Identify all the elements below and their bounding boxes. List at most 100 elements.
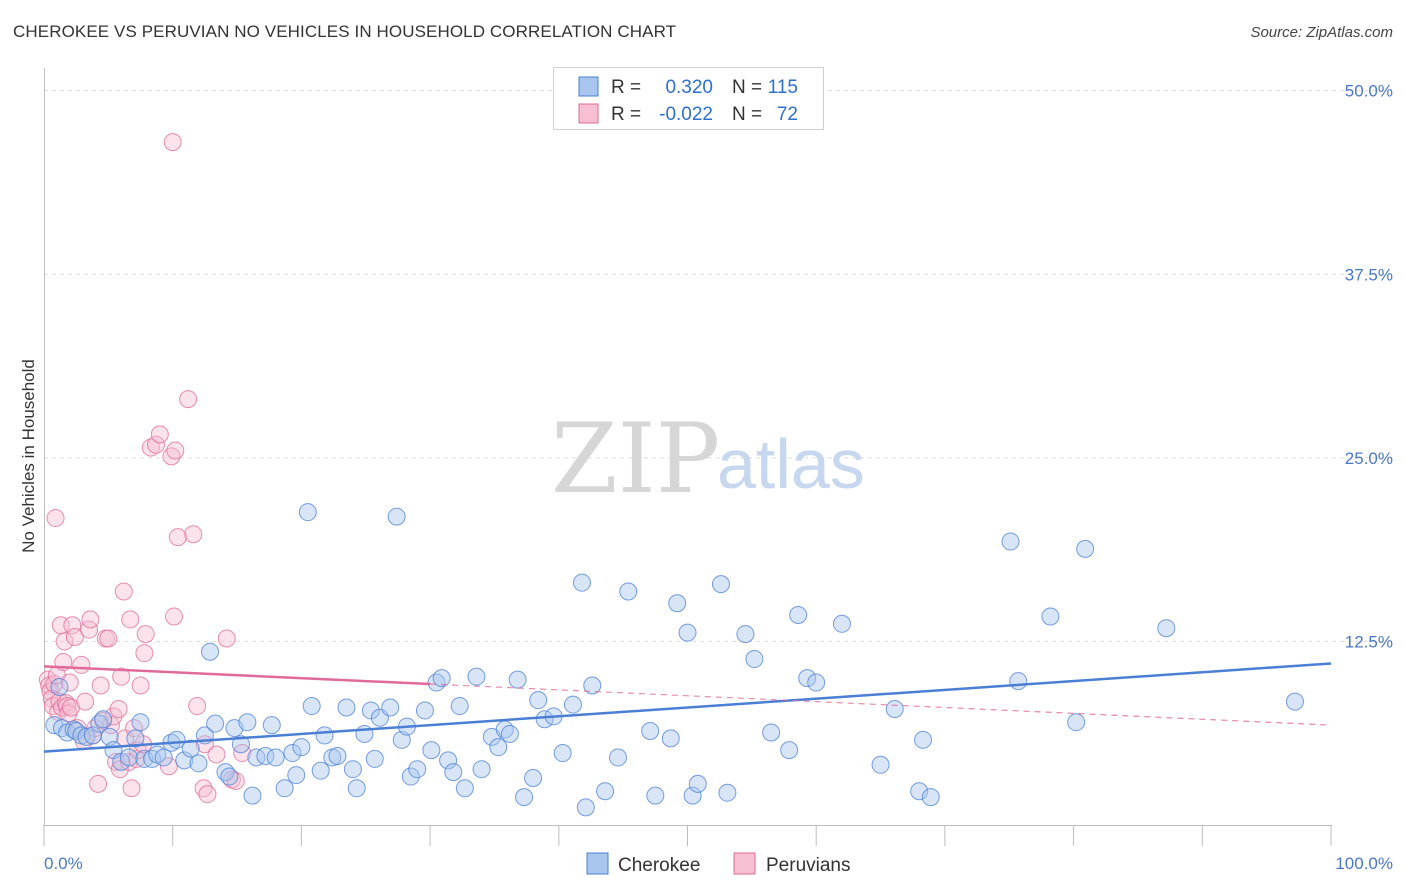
stats-legend: R = 0.320 N = 115 R = -0.022 N = 72 [553,67,824,130]
peruvians-point [121,610,140,629]
legend-r-value-cherokee: 0.320 [665,77,713,98]
cherokee-point [408,760,427,779]
cherokee-point [392,730,411,749]
cherokee-point [238,713,257,732]
cherokee-point [1001,532,1020,551]
series-legend-cherokee-swatch [586,852,609,875]
cherokee-point [798,669,817,688]
peruvians-point [72,655,91,674]
cherokee-point [311,761,330,780]
cherokee-point [365,749,384,768]
cherokee-point [529,691,548,710]
legend-peruvians-swatch [578,103,599,124]
cherokee-point [609,748,628,767]
trend-lines [43,662,1332,753]
cherokee-point [181,739,200,758]
cherokee-point [361,701,380,720]
watermark-zip: ZIP [551,403,720,515]
cherokee-point [885,699,904,718]
cherokee-point [1041,607,1060,626]
cherokee-point [553,744,572,763]
x-axis-ticks [43,825,1332,846]
y-tick-labels: 12.5% 25.0% 37.5% 50.0% [1345,82,1393,652]
cherokee-point [231,735,250,754]
cherokee-point [910,782,929,801]
cherokee-points [45,503,1304,817]
cherokee-point [596,782,615,801]
grid-lines [44,90,1393,642]
cherokee-point [619,582,638,601]
cherokee-point [243,786,262,805]
cherokee-point [343,760,362,779]
cherokee-point [119,748,138,767]
cherokee-point [131,713,150,732]
cherokee-point [444,763,463,782]
cherokee-point [871,755,890,774]
cherokee-point [206,714,225,733]
peruvians-point [99,629,118,648]
peruvians-trend-line [43,665,431,686]
cherokee-point [678,623,697,642]
peruvians-point [168,528,187,547]
peruvians-point [60,673,79,692]
cherokee-point [683,786,702,805]
peruvians-point [207,745,226,764]
peruvians-point [166,441,185,460]
y-tick-label: 25.0% [1345,449,1393,468]
legend-n-label: N = [732,77,762,98]
peruvians-point [164,607,183,626]
cherokee-point [718,783,737,802]
cherokee-trend-line [43,662,1332,753]
cherokee-point [472,760,491,779]
legend-r-value-peruvians: -0.022 [659,104,713,125]
cherokee-point [450,697,469,716]
cherokee-point [688,774,707,793]
peruvians-point [65,628,84,647]
cherokee-point [292,738,311,757]
cherokee-point [189,754,208,773]
cherokee-point [337,698,356,717]
peruvians-point [159,757,178,776]
cherokee-point [167,730,186,749]
y-tick-label: 37.5% [1345,265,1393,284]
cherokee-point [1285,692,1304,711]
cherokee-point [576,798,595,817]
y-axis-label: No Vehicles in Household [19,359,38,553]
cherokee-point [315,726,334,745]
x-tick-labels: 0.0% 100.0% [44,854,1393,873]
series-legend: Cherokee Peruvians [586,852,851,876]
chart-title: CHEROKEE VS PERUVIAN NO VEHICLES IN HOUS… [13,22,677,41]
peruvians-point [217,629,236,648]
peruvians-point [76,692,95,711]
cherokee-point [736,625,755,644]
cherokee-point [275,779,294,798]
cherokee-point [745,650,764,669]
cherokee-point [914,730,933,749]
peruvians-point [136,625,155,644]
peruvians-point [89,774,108,793]
peruvians-point [63,616,82,635]
cherokee-point [387,507,406,526]
cherokee-point [780,741,799,760]
cherokee-point [583,676,602,695]
peruvians-point [179,390,198,409]
peruvians-point [141,438,160,457]
peruvians-point [198,785,217,804]
cherokee-point [641,722,660,741]
peruvians-point [81,610,100,629]
cherokee-point [50,677,69,696]
series-legend-peruvians-swatch [733,852,756,875]
series-legend-cherokee-label: Cherokee [618,855,700,876]
cherokee-point [298,503,317,522]
cherokee-point [563,695,582,714]
cherokee-point [646,786,665,805]
peruvians-point [122,779,141,798]
peruvians-point [146,435,165,454]
peruvians-point [135,644,154,663]
cherokee-point [262,716,281,735]
cherokee-point [500,724,519,743]
cherokee-point [832,614,851,633]
cherokee-point [515,788,534,807]
cherokee-point [789,605,808,624]
cherokee-point [302,697,321,716]
